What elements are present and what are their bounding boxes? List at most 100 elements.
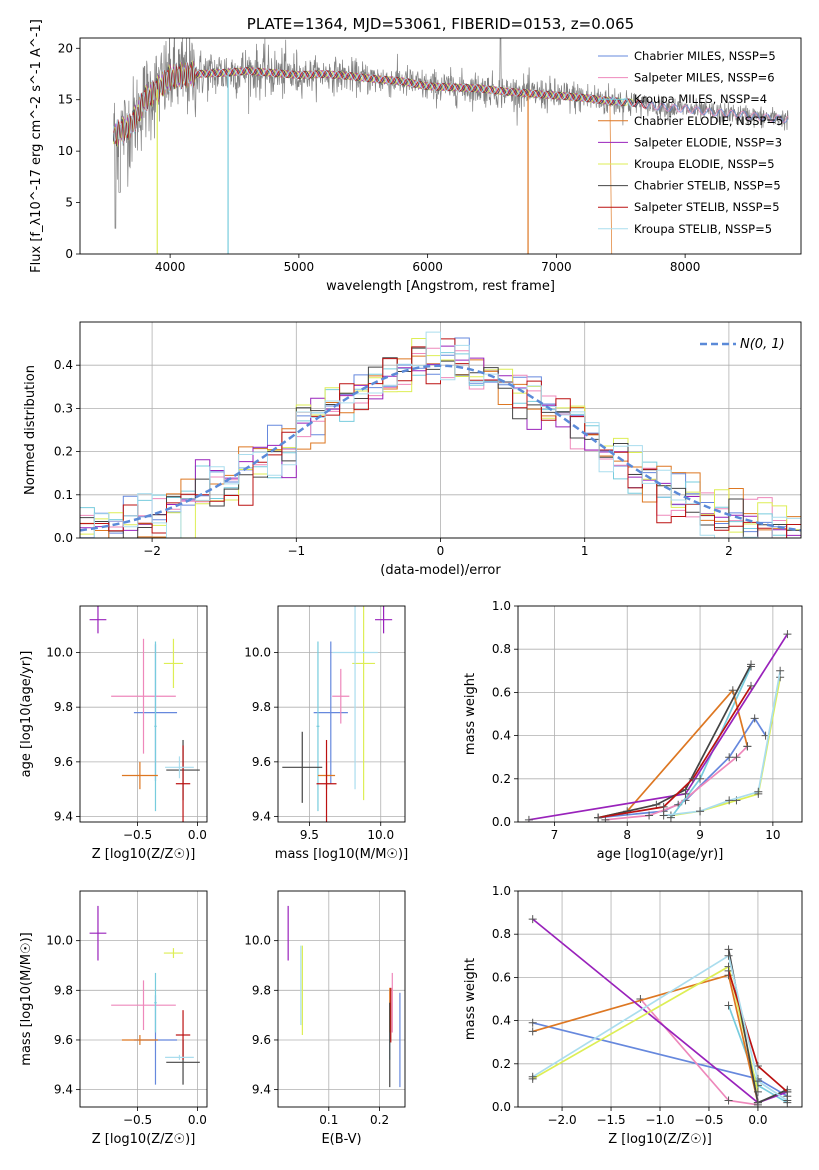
model-spectrum-line-7: [113, 62, 647, 145]
axes-residuals: −2 −1 0 1 2 0.0 0.1 0.2 0.3 0.4 (data-model)/error…: [23, 321, 802, 578]
x-tick-label: 2: [725, 544, 733, 558]
axes-spectrum: 4000 5000 6000 7000 8000 0 5 10 15 20 wavelength […: [29, 15, 802, 294]
x-axis-label: Z [log10(Z/Z☉)]: [608, 1132, 712, 1147]
x-tick-label: 1: [581, 544, 589, 558]
weight-marker: [747, 660, 756, 669]
y-tick-label: 9.4: [252, 810, 271, 824]
x-tick-label: 0.0: [188, 1113, 207, 1127]
x-axis-label: age [log10(age/yr)]: [597, 847, 724, 862]
x-tick-label: −1: [287, 544, 305, 558]
y-tick-label: 9.4: [252, 1083, 271, 1097]
legend-entry: Salpeter STELIB, NSSP=5: [634, 200, 780, 214]
axes-frame: [79, 605, 208, 823]
y-tick-label: 9.4: [54, 810, 73, 824]
errorbar-point-0: [313, 641, 348, 784]
x-tick-label: −1.0: [645, 1113, 674, 1127]
y-tick-label: 9.6: [252, 755, 271, 769]
y-tick-label: 1.0: [492, 599, 511, 613]
y-tick-label: 0.0: [492, 1100, 511, 1114]
errorbar-point-2: [316, 641, 320, 812]
x-axis-label: mass [log10(M/M☉)]: [275, 847, 408, 862]
y-tick-label: 9.8: [252, 700, 271, 714]
chart-title: PLATE=1364, MJD=53061, FIBERID=0153, z=0…: [247, 15, 634, 33]
weight-marker: [753, 1098, 762, 1107]
errorbar-point-8: [165, 1054, 194, 1060]
x-tick-label: 0.0: [188, 828, 207, 842]
x-axis-label: E(B-V): [321, 1132, 361, 1147]
x-tick-label: −0.5: [123, 1113, 152, 1127]
y-tick-label: 0.4: [492, 729, 511, 743]
weight-marker: [783, 1096, 792, 1105]
axes-frame: [517, 890, 803, 1108]
x-tick-label: 0.1: [319, 1113, 338, 1127]
weight-marker: [783, 630, 792, 639]
model-spectrum-line-2: [113, 62, 634, 144]
legend-entry: Salpeter MILES, NSSP=6: [634, 71, 775, 85]
y-tick-label: 10.0: [46, 645, 73, 659]
y-tick-label: 0.4: [492, 1014, 511, 1028]
weight-line-5: [532, 965, 759, 1093]
axes-frame: [79, 890, 208, 1108]
x-tick-label: 7: [551, 828, 559, 842]
y-tick-label: 0.2: [54, 445, 73, 459]
weight-line-0: [598, 716, 767, 819]
y-tick-label: 0.2: [492, 1057, 511, 1071]
axes-frame: [277, 890, 406, 1108]
x-tick-label: 0.2: [370, 1113, 389, 1127]
y-tick-label: 0.1: [54, 488, 73, 502]
axes-age_vs_mass: 9.5 10.0 9.4 9.6 9.8 10.0 mass [log10(M/M☉)]: [244, 605, 408, 862]
y-tick-label: 0.3: [54, 401, 73, 415]
x-tick-label: −2: [143, 544, 161, 558]
errorbar-point-7: [316, 739, 337, 822]
weight-marker: [728, 686, 737, 695]
legend-entry: Kroupa ELODIE, NSSP=5: [634, 157, 775, 171]
y-tick-label: 0.0: [492, 815, 511, 829]
axes-frame: [79, 37, 802, 255]
legend-entry: N(0, 1): [740, 337, 785, 352]
legend-entry: Kroupa STELIB, NSSP=5: [634, 222, 772, 236]
plot-area: [89, 606, 200, 822]
errorbar-point-1: [111, 980, 176, 1031]
y-tick-label: 0: [65, 247, 73, 261]
x-tick-label: 9.5: [300, 828, 319, 842]
y-axis-label: mass weight: [463, 673, 478, 755]
legend-entry: Chabrier ELODIE, NSSP=5: [634, 114, 783, 128]
plot-area: [287, 905, 401, 1088]
legend: Chabrier MILES, NSSP=5 Salpeter MILES, NS…: [598, 49, 783, 236]
y-tick-label: 9.6: [252, 1033, 271, 1047]
weight-marker: [743, 742, 752, 751]
weight-marker: [659, 811, 668, 820]
y-axis-label: Flux [f_λ10^-17 erg cm^-2 s^-1 A^-1]: [29, 19, 44, 273]
model-spectrum-line-5: [113, 60, 634, 147]
weight-marker: [594, 813, 603, 822]
y-tick-label: 9.6: [54, 1033, 73, 1047]
weight-marker: [753, 1077, 762, 1086]
x-tick-label: 0.0: [748, 1113, 767, 1127]
weight-line-7: [597, 685, 752, 819]
weight-line-8: [532, 954, 788, 1102]
x-tick-label: 9: [696, 828, 704, 842]
model-spectrum-line-8: [113, 61, 634, 143]
x-tick-label: −0.5: [123, 828, 152, 842]
weight-marker: [753, 1061, 762, 1070]
y-tick-label: 5: [65, 196, 73, 210]
weight-marker: [688, 774, 697, 783]
weight-marker: [747, 681, 756, 690]
axes-frame: [517, 605, 803, 823]
y-tick-label: 0.2: [492, 772, 511, 786]
gaussian-curve: [80, 364, 801, 532]
y-tick-label: 20: [58, 41, 73, 55]
weight-marker: [659, 802, 668, 811]
errorbar-point-2: [154, 641, 157, 812]
y-tick-label: 9.8: [54, 983, 73, 997]
errorbar-point-1: [111, 638, 176, 754]
plot-area: [524, 630, 792, 822]
weight-marker: [724, 966, 733, 975]
plot-area: [113, 38, 789, 254]
errorbar-point-4: [89, 905, 107, 961]
y-tick-label: 9.6: [54, 755, 73, 769]
axes-age_vs_Z: −0.5 0.0 9.4 9.6 9.8 10.0 Z [log10(Z/Z☉)] age […: [19, 605, 208, 862]
weight-marker: [783, 1087, 792, 1096]
legend-entry: Chabrier MILES, NSSP=5: [634, 49, 776, 63]
weight-marker: [724, 951, 733, 960]
